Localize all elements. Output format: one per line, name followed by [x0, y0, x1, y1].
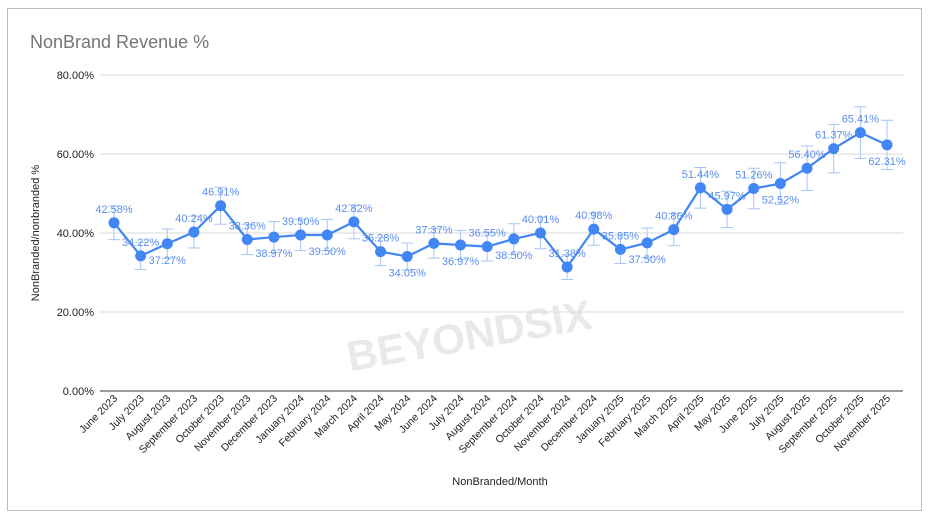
data-point: [375, 246, 387, 258]
data-point: [748, 183, 760, 195]
data-point: [401, 251, 413, 263]
data-point: [295, 229, 307, 241]
data-point: [774, 178, 786, 190]
data-point: [188, 226, 200, 238]
data-label: 51.26%: [735, 170, 773, 182]
data-label: 62.31%: [868, 156, 906, 168]
data-label: 45.97%: [708, 190, 746, 202]
data-label: 40.86%: [655, 211, 693, 223]
data-label: 40.24%: [175, 213, 213, 225]
data-point: [455, 239, 467, 251]
data-label: 37.27%: [149, 255, 187, 267]
data-point: [321, 229, 333, 241]
data-point: [241, 233, 253, 245]
data-point: [854, 127, 866, 139]
y-tick-label: 0.00%: [63, 386, 94, 398]
data-point: [641, 237, 653, 249]
data-point: [614, 243, 626, 255]
y-tick-label: 20.00%: [57, 307, 95, 319]
data-label: 38.36%: [229, 220, 267, 232]
data-label: 65.41%: [842, 114, 880, 126]
data-label: 42.82%: [335, 203, 373, 215]
data-point: [508, 233, 520, 245]
data-point: [801, 162, 813, 174]
data-point: [561, 261, 573, 273]
data-label: 36.55%: [469, 228, 507, 240]
y-tick-label: 80.00%: [57, 70, 95, 82]
y-tick-label: 60.00%: [57, 149, 95, 161]
data-point: [588, 223, 600, 235]
data-label: 36.97%: [442, 256, 480, 268]
data-point: [108, 217, 120, 229]
data-point: [348, 216, 360, 228]
x-axis-label: NonBranded/Month: [452, 476, 547, 488]
data-label: 42.58%: [95, 204, 133, 216]
data-label: 40.01%: [522, 214, 560, 226]
data-label: 39.50%: [309, 246, 347, 258]
data-label: 39.50%: [282, 216, 320, 228]
data-label: 56.40%: [788, 149, 826, 161]
data-label: 46.91%: [202, 187, 240, 199]
data-label: 34.22%: [122, 237, 160, 249]
data-point: [428, 237, 440, 249]
data-label: 35.85%: [602, 230, 640, 242]
data-label: 37.37%: [415, 224, 453, 236]
y-tick-label: 40.00%: [57, 228, 95, 240]
data-label: 35.28%: [362, 233, 400, 245]
data-label: 40.98%: [575, 210, 613, 222]
data-point: [828, 143, 840, 155]
data-point: [215, 200, 227, 212]
watermark: BEYONDSIX: [343, 291, 595, 380]
data-label: 37.50%: [628, 254, 666, 266]
data-label: 52.52%: [762, 195, 800, 207]
data-label: 31.38%: [548, 248, 586, 260]
chart-title: NonBrand Revenue %: [30, 32, 210, 52]
data-point: [534, 227, 546, 239]
data-point: [135, 250, 147, 262]
data-label: 38.97%: [255, 248, 293, 260]
chart-frame: [7, 8, 922, 511]
data-point: [481, 241, 493, 253]
data-point: [161, 238, 173, 250]
y-axis-label: NonBranded/nonbranded %: [30, 165, 42, 302]
data-label: 38.50%: [495, 250, 533, 262]
data-point: [268, 231, 280, 243]
data-point: [881, 139, 893, 151]
data-point: [721, 203, 733, 215]
data-label: 51.44%: [682, 169, 720, 181]
data-label: 34.05%: [389, 268, 427, 280]
data-label: 61.37%: [815, 130, 853, 142]
data-point: [694, 182, 706, 194]
data-point: [668, 224, 680, 236]
